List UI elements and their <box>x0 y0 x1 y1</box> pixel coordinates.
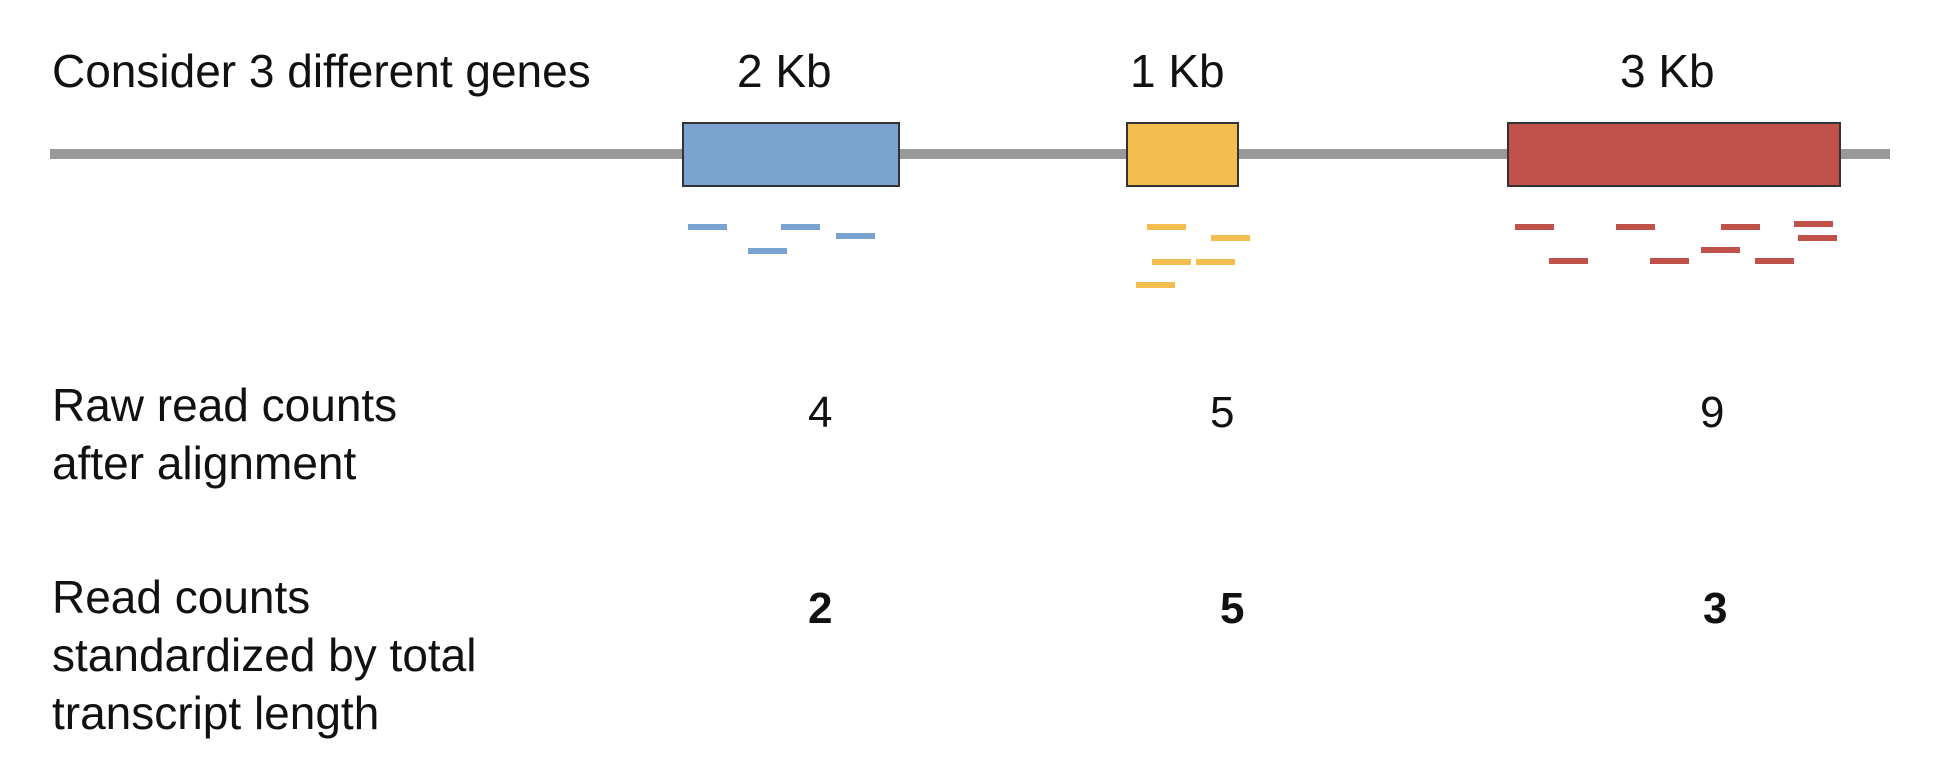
std-label-line-1: Read counts <box>52 571 311 623</box>
standardized-counts-row-label: Read counts standardized by total transc… <box>52 568 477 742</box>
gene-2-raw-count: 5 <box>1210 388 1235 437</box>
gene-3-raw-count: 9 <box>1700 388 1725 437</box>
std-label-line-2: standardized by total <box>52 629 477 681</box>
gene-3-reads <box>1515 221 1837 264</box>
gene-1-raw-count: 4 <box>808 388 833 437</box>
gene-2-standardized-count: 5 <box>1220 584 1245 633</box>
gene-1-box <box>682 122 900 187</box>
std-label-line-3: transcript length <box>52 687 380 739</box>
gene-3-standardized-count: 3 <box>1703 584 1728 633</box>
gene-2-reads <box>1136 224 1250 288</box>
gene-2-length-label: 1 Kb <box>1130 45 1225 97</box>
raw-counts-row-label: Raw read counts after alignment <box>52 376 397 492</box>
raw-label-line-1: Raw read counts <box>52 379 398 431</box>
diagram-title: Consider 3 different genes <box>52 45 591 97</box>
gene-2-box <box>1126 122 1239 187</box>
gene-3-box <box>1507 122 1841 187</box>
raw-label-line-2: after alignment <box>52 437 357 489</box>
gene-1-reads <box>688 224 875 254</box>
gene-3-length-label: 3 Kb <box>1620 45 1715 97</box>
gene-1-length-label: 2 Kb <box>737 45 832 97</box>
gene-1-standardized-count: 2 <box>808 584 833 633</box>
